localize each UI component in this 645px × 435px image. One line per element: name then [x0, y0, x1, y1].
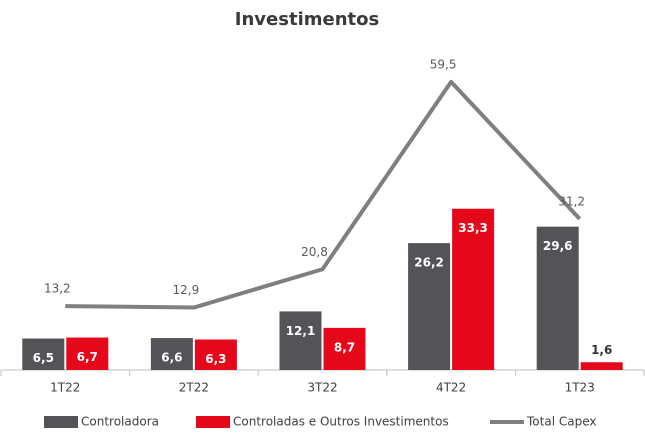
- x-tick-label: 1T23: [565, 381, 595, 395]
- bar: [408, 243, 451, 370]
- bar: [536, 226, 579, 370]
- data-label: 1,6: [591, 343, 612, 357]
- legend-swatch: [196, 416, 230, 428]
- x-tick-label: 3T22: [307, 381, 337, 395]
- x-tick-label: 2T22: [179, 381, 209, 395]
- bar: [150, 338, 193, 370]
- data-label: 12,1: [286, 324, 316, 338]
- x-tick-label: 4T22: [436, 381, 466, 395]
- bar: [22, 338, 65, 370]
- data-label: 6,3: [205, 352, 226, 366]
- bar: [580, 362, 623, 370]
- data-label: 29,6: [543, 239, 573, 253]
- data-label: 59,5: [430, 57, 457, 71]
- data-label: 8,7: [334, 340, 355, 354]
- data-label: 31,2: [558, 194, 585, 208]
- legend-label: Total Capex: [526, 415, 596, 429]
- x-tick-label: 1T22: [50, 381, 80, 395]
- chart-title: Investimentos: [235, 9, 379, 30]
- data-label: 26,2: [414, 256, 444, 270]
- bar: [279, 311, 322, 370]
- data-label: 6,5: [33, 351, 54, 365]
- data-label: 12,9: [173, 283, 200, 297]
- data-label: 33,3: [458, 221, 488, 235]
- data-label: 6,7: [77, 350, 98, 364]
- legend-label: Controladora: [81, 415, 159, 429]
- data-label: 13,2: [44, 282, 71, 296]
- bar: [66, 337, 109, 370]
- data-label: 6,6: [161, 351, 182, 365]
- legend-swatch: [44, 416, 78, 428]
- bar: [452, 208, 495, 370]
- bar: [323, 327, 366, 370]
- bar: [194, 339, 237, 370]
- data-label: 20,8: [301, 245, 328, 259]
- line: [65, 79, 582, 310]
- legend-label: Controladas e Outros Investimentos: [233, 415, 449, 429]
